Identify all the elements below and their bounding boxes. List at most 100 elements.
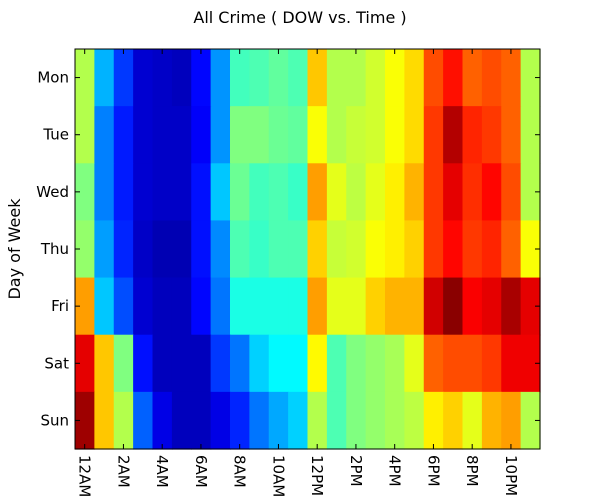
heatmap-cell-tue-h18 (423, 106, 444, 164)
heatmap-cell-thu-h19 (443, 220, 464, 279)
heatmap-cell-tue-h2 (113, 106, 134, 164)
heatmap-cell-sun-h23 (520, 391, 541, 450)
heatmap-cell-sat-h8 (230, 334, 250, 393)
chart-title: All Crime ( DOW vs. Time ) (193, 8, 406, 27)
heatmap-cell-sun-h14 (346, 391, 367, 450)
heatmap-cell-wed-h13 (326, 163, 347, 222)
heatmap-cell-sat-h18 (423, 334, 444, 393)
heatmap-cell-mon-h6 (191, 49, 212, 107)
heatmap-cell-wed-h0 (75, 163, 95, 222)
heatmap-cell-sat-h11 (288, 334, 309, 393)
heatmap-cell-mon-h8 (230, 49, 250, 107)
heatmap-cell-thu-h6 (191, 220, 212, 279)
x-tick-label-10am: 10AM (269, 455, 287, 497)
heatmap-cell-mon-h1 (94, 49, 115, 107)
heatmap-cell-sun-h15 (365, 391, 386, 450)
heatmap-cell-fri-h16 (385, 277, 405, 336)
x-tick-labels: 12AM 2AM 4AM 6AM 8AM 10AM 12PM 2PM 4PM 6PM 8PM 10PM (76, 455, 520, 497)
heatmap-cell-sun-h7 (210, 391, 231, 450)
heatmap-cell-thu-h10 (268, 220, 289, 279)
heatmap-cell-mon-h11 (288, 49, 309, 107)
heatmap-cell-wed-h22 (501, 163, 522, 222)
heatmap-cell-wed-h6 (191, 163, 212, 222)
heatmap-cell-sat-h4 (152, 334, 173, 393)
heatmap-cell-tue-h1 (94, 106, 115, 164)
heatmap-cell-thu-h18 (423, 220, 444, 279)
heatmap-cell-sat-h14 (346, 334, 367, 393)
tick-marks (75, 49, 540, 449)
x-tick-label-10pm: 10PM (502, 455, 520, 496)
heatmap-cell-wed-h21 (481, 163, 502, 222)
heatmap-cell-sat-h15 (365, 334, 386, 393)
heatmap-cell-mon-h4 (152, 49, 173, 107)
heatmap-cell-mon-h2 (113, 49, 134, 107)
heatmap-cell-mon-h0 (75, 49, 95, 107)
heatmap-cell-mon-h3 (133, 49, 154, 107)
heatmap-cell-wed-h17 (404, 163, 425, 222)
heatmap-cell-thu-h16 (385, 220, 405, 279)
heatmap-cell-wed-h11 (288, 163, 309, 222)
heatmap-cell-thu-h17 (404, 220, 425, 279)
heatmap-cell-tue-h10 (268, 106, 289, 164)
heatmap-cell-wed-h3 (133, 163, 154, 222)
heatmap-cell-fri-h11 (288, 277, 309, 336)
heatmap-cell-fri-h14 (346, 277, 367, 336)
heatmap-cell-thu-h7 (210, 220, 231, 279)
heatmap-cell-mon-h17 (404, 49, 425, 107)
heatmap-cell-sat-h21 (481, 334, 502, 393)
x-tick-label-6am: 6AM (192, 455, 210, 488)
heatmap-cell-sat-h1 (94, 334, 115, 393)
heatmap-cell-tue-h17 (404, 106, 425, 164)
y-tick-label-fri: Fri (51, 297, 69, 315)
heatmap-cell-sun-h4 (152, 391, 173, 450)
heatmap-cell-thu-h20 (462, 220, 483, 279)
heatmap-cell-mon-h7 (210, 49, 231, 107)
heatmap-cell-tue-h4 (152, 106, 173, 164)
y-tick-label-wed: Wed (36, 183, 69, 201)
y-tick-label-mon: Mon (37, 69, 69, 87)
heatmap-cell-fri-h7 (210, 277, 231, 336)
heatmap-cell-sat-h0 (75, 334, 95, 393)
heatmap-cell-sat-h5 (171, 334, 192, 393)
heatmap-cell-fri-h19 (443, 277, 464, 336)
heatmap-cell-sun-h18 (423, 391, 444, 450)
heatmap-cell-mon-h23 (520, 49, 541, 107)
heatmap-cell-mon-h12 (307, 49, 328, 107)
heatmap-cell-thu-h14 (346, 220, 367, 279)
heatmap-cell-fri-h10 (268, 277, 289, 336)
heatmap-cell-mon-h19 (443, 49, 464, 107)
heatmap-cell-fri-h5 (171, 277, 192, 336)
heatmap-cell-sat-h20 (462, 334, 483, 393)
heatmap-cell-mon-h14 (346, 49, 367, 107)
y-tick-labels: Mon Tue Wed Thu Fri Sat Sun (36, 69, 69, 430)
heatmap-cell-sun-h11 (288, 391, 309, 450)
heatmap-cell-sat-h10 (268, 334, 289, 393)
heatmap-cell-wed-h14 (346, 163, 367, 222)
heatmap-cell-sun-h21 (481, 391, 502, 450)
heatmap-cell-sun-h13 (326, 391, 347, 450)
heatmap-cell-mon-h16 (385, 49, 405, 107)
heatmap-cell-sat-h9 (249, 334, 270, 393)
heatmap-cell-thu-h4 (152, 220, 173, 279)
heatmap-cell-thu-h13 (326, 220, 347, 279)
heatmap-cell-sun-h17 (404, 391, 425, 450)
heatmap-cell-sun-h1 (94, 391, 115, 450)
heatmap-cell-wed-h9 (249, 163, 270, 222)
heatmap-cell-sun-h20 (462, 391, 483, 450)
heatmap-cell-tue-h20 (462, 106, 483, 164)
heatmap-cell-tue-h21 (481, 106, 502, 164)
heatmap-cell-tue-h16 (385, 106, 405, 164)
heatmap-cell-fri-h15 (365, 277, 386, 336)
heatmap-cell-mon-h9 (249, 49, 270, 107)
heatmap-cell-sat-h6 (191, 334, 212, 393)
x-tick-label-6pm: 6PM (424, 455, 442, 487)
heatmap-cell-sat-h13 (326, 334, 347, 393)
heatmap-cell-sun-h3 (133, 391, 154, 450)
heatmap-cell-fri-h18 (423, 277, 444, 336)
heatmap-cell-wed-h16 (385, 163, 405, 222)
heatmap-cells (75, 49, 541, 450)
heatmap-cell-sat-h3 (133, 334, 154, 393)
heatmap-cell-wed-h23 (520, 163, 541, 222)
heatmap-cell-thu-h8 (230, 220, 250, 279)
